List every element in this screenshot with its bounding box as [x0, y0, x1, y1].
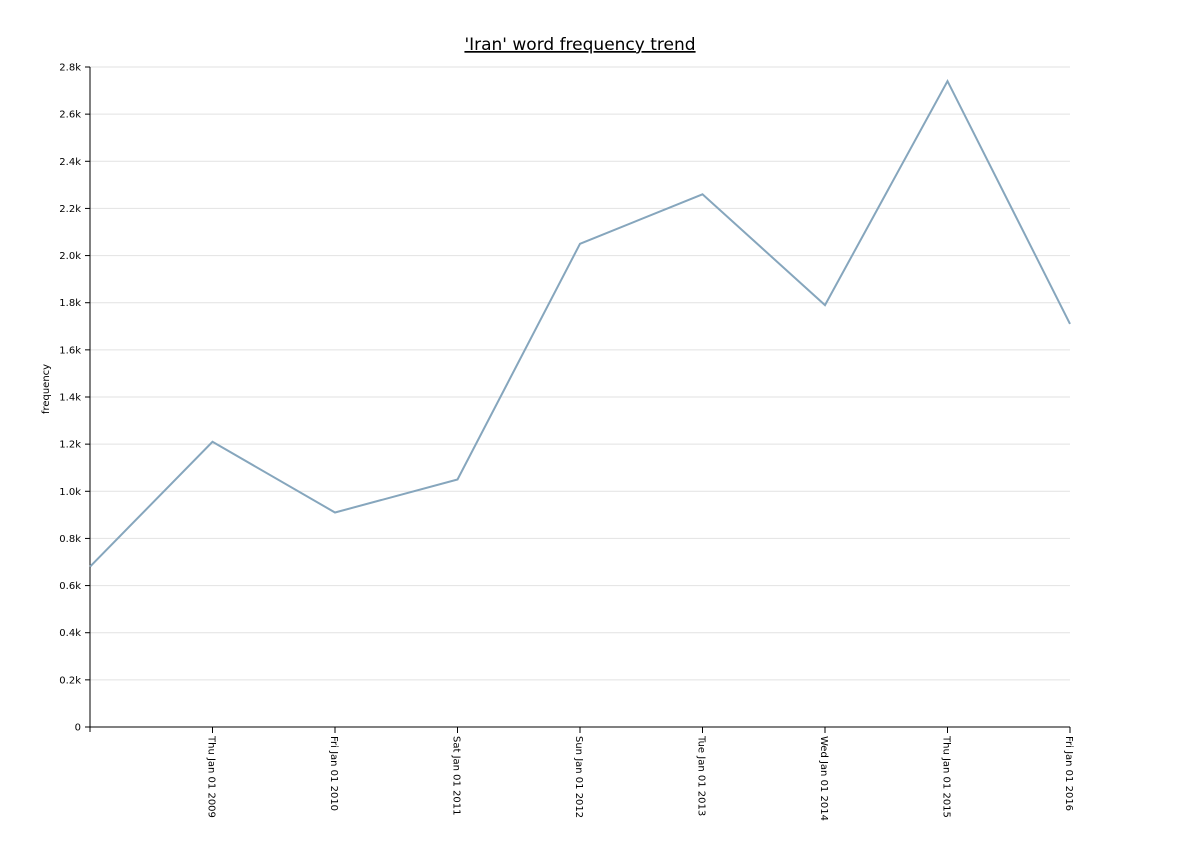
x-tick-label: Sat Jan 01 2011 [451, 736, 462, 816]
x-tick-label: Thu Jan 01 2009 [206, 735, 217, 818]
y-tick-label: 0.8k [59, 534, 81, 545]
x-tick-label: Fri Jan 01 2016 [1063, 736, 1074, 811]
y-tick-label: 0.2k [59, 675, 81, 686]
y-tick-label: 2.2k [59, 204, 81, 215]
y-tick-label: 1.4k [59, 393, 81, 404]
y-tick-label: 2.4k [59, 157, 81, 168]
x-axis: Thu Jan 01 2009 Fri Jan 01 2010 Sat Jan 01… [90, 726, 1074, 821]
y-tick-label: 1.0k [59, 487, 81, 498]
y-tick-label: 1.2k [59, 440, 81, 451]
gridlines [90, 66, 1070, 681]
series-line [89, 78, 1071, 568]
y-tick-label: 2.8k [59, 63, 81, 74]
y-tick-label: 0.6k [59, 581, 81, 592]
series-lines [89, 78, 1071, 568]
y-tick-label: 2.6k [59, 110, 81, 121]
y-tick-label: 1.8k [59, 298, 81, 309]
x-tick-label: Fri Jan 01 2010 [328, 736, 339, 811]
chart-title: 'Iran' word frequency trend [464, 35, 695, 55]
x-tick-label: Tue Jan 01 2013 [696, 735, 707, 816]
y-axis-label: frequency [41, 364, 52, 414]
y-tick-label: 0.4k [59, 628, 81, 639]
y-tick-label: 1.6k [59, 345, 81, 356]
x-tick-label: Wed Jan 01 2014 [818, 736, 829, 821]
y-tick-label: 2.0k [59, 251, 81, 262]
x-tick-label: Sun Jan 01 2012 [573, 736, 584, 818]
x-tick-label: Thu Jan 01 2015 [941, 735, 952, 818]
y-tick-label: 0 [75, 723, 81, 734]
y-axis: 0 0.2k 0.4k 0.6k 0.8k 1.0k 1.2k 1.4k 1.6k 1.8k 2.0… [59, 63, 91, 734]
